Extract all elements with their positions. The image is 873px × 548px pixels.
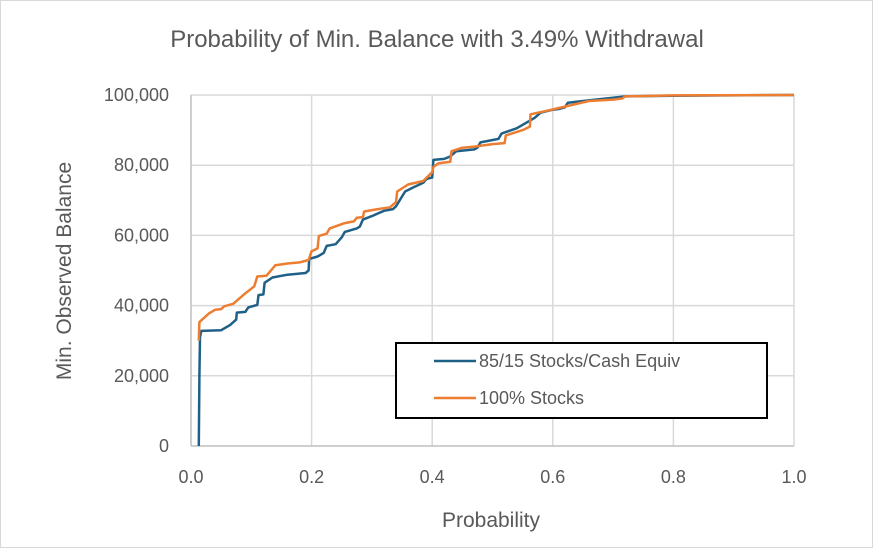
series-line-1: [197, 93, 795, 341]
y-axis-label: Min. Observed Balance: [53, 162, 76, 380]
legend: 85/15 Stocks/Cash Equiv 100% Stocks: [395, 342, 768, 419]
chart-title: Probability of Min. Balance with 3.49% W…: [170, 26, 704, 53]
x-tick-label: 0.6: [540, 467, 565, 487]
legend-label-0: 85/15 Stocks/Cash Equiv: [479, 351, 680, 371]
series-lines: [197, 93, 795, 447]
series-line-0: [197, 93, 795, 447]
y-tick-label: 100,000: [104, 85, 169, 105]
y-tick-label: 60,000: [114, 225, 169, 245]
x-tick-label: 0.0: [178, 467, 203, 487]
x-tick-label: 0.4: [420, 467, 445, 487]
x-tick-label: 0.2: [299, 467, 324, 487]
axes: [190, 95, 794, 447]
x-tick-label: 1.0: [781, 467, 806, 487]
x-tick-label: 0.8: [661, 467, 686, 487]
legend-box: [395, 342, 768, 419]
y-tick-label: 0: [159, 436, 169, 456]
y-tick-label: 80,000: [114, 155, 169, 175]
legend-label-1: 100% Stocks: [479, 388, 584, 408]
y-tick-label: 40,000: [114, 296, 169, 316]
y-tick-label: 20,000: [114, 366, 169, 386]
x-axis-ticks: 0.0 0.2 0.4 0.6 0.8 1.0: [178, 467, 806, 487]
x-axis-label: Probability: [442, 509, 541, 532]
y-axis-ticks: 0 20,000 40,000 60,000 80,000 100,000: [104, 85, 169, 456]
